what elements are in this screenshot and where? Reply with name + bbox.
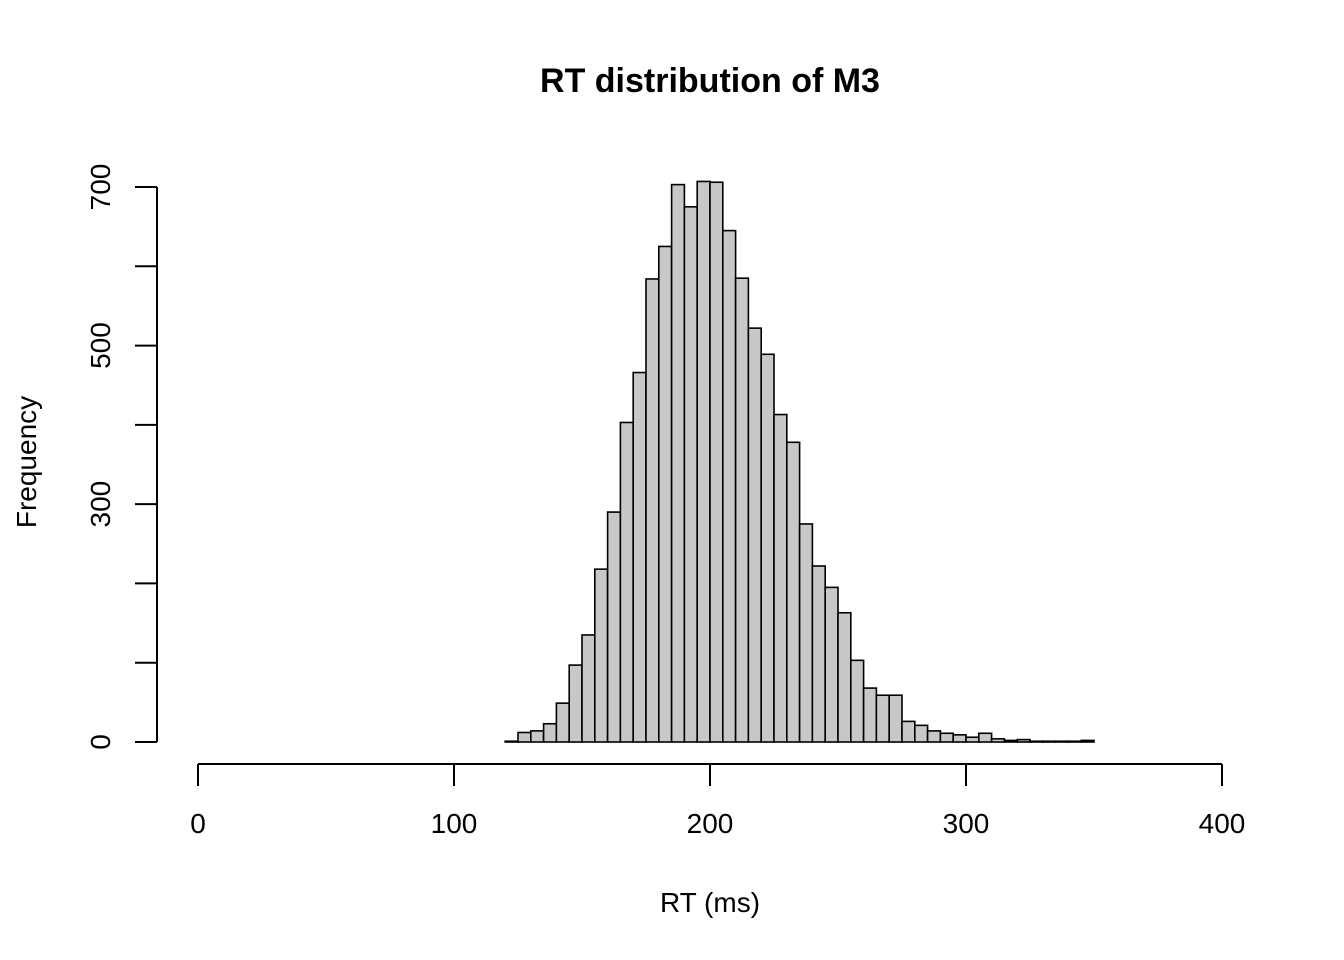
x-tick-label: 0 xyxy=(190,808,206,839)
x-tick-label: 100 xyxy=(431,808,478,839)
histogram-bar xyxy=(798,523,814,743)
histogram-bar xyxy=(529,730,545,743)
y-axis-label: Frequency xyxy=(11,396,42,528)
y-tick-label: 0 xyxy=(85,734,116,750)
histogram-bar xyxy=(849,659,865,743)
histogram-bar xyxy=(837,611,852,743)
histogram-bar xyxy=(862,687,878,743)
histogram-bar xyxy=(517,731,532,743)
x-axis: 0 100 200 300 400 xyxy=(190,763,1246,839)
histogram-bar xyxy=(811,565,827,743)
histogram-bar xyxy=(875,694,891,743)
histogram-bar xyxy=(990,738,1006,743)
histogram-bar xyxy=(1016,738,1031,743)
histogram-bar xyxy=(901,720,916,743)
histogram-bar xyxy=(683,206,699,743)
y-axis: 0 300 500 700 xyxy=(85,164,158,750)
histogram-bar xyxy=(1042,740,1057,743)
histogram-bar xyxy=(977,732,993,743)
histogram-bar xyxy=(632,371,647,743)
histogram-bar xyxy=(773,413,788,743)
histogram-bar xyxy=(542,722,558,743)
y-tick-label: 500 xyxy=(85,322,116,369)
x-axis-label: RT (ms) xyxy=(660,887,760,918)
histogram-bar xyxy=(1067,740,1083,743)
histogram-bar xyxy=(619,421,635,743)
bars-group xyxy=(504,180,1095,743)
histogram-bar xyxy=(939,732,955,743)
histogram-bar xyxy=(760,353,775,743)
chart-title: RT distribution of M3 xyxy=(540,62,880,100)
histogram-bar xyxy=(1029,740,1044,743)
histogram-bar xyxy=(913,724,929,743)
histogram-bar xyxy=(952,734,967,743)
x-tick-label: 300 xyxy=(943,808,990,839)
x-tick-label: 400 xyxy=(1199,808,1246,839)
histogram-bar xyxy=(670,183,686,743)
histogram-bar xyxy=(888,694,903,743)
histogram-bar xyxy=(645,278,660,743)
histogram-bar xyxy=(606,511,622,743)
histogram-bar xyxy=(1003,739,1019,743)
histogram-bar xyxy=(696,180,711,743)
histogram-bar xyxy=(555,702,571,743)
y-tick-label: 700 xyxy=(85,164,116,211)
histogram-bar xyxy=(785,441,801,743)
histogram-bar xyxy=(593,568,609,743)
histogram-bar xyxy=(824,586,839,743)
histogram-bar xyxy=(568,664,583,743)
y-tick-label: 300 xyxy=(85,481,116,528)
histogram-bar xyxy=(926,730,942,743)
histogram-bar xyxy=(1054,740,1070,743)
histogram-bar xyxy=(965,736,980,743)
histogram-bar xyxy=(747,327,763,743)
histogram-bar xyxy=(721,229,737,743)
histogram-bar xyxy=(734,277,750,743)
histogram-bar xyxy=(709,181,724,743)
histogram-bar xyxy=(504,740,519,743)
x-tick-label: 200 xyxy=(687,808,734,839)
histogram-bar xyxy=(657,245,673,743)
histogram-bar xyxy=(581,634,596,743)
histogram-bar xyxy=(1080,739,1095,743)
